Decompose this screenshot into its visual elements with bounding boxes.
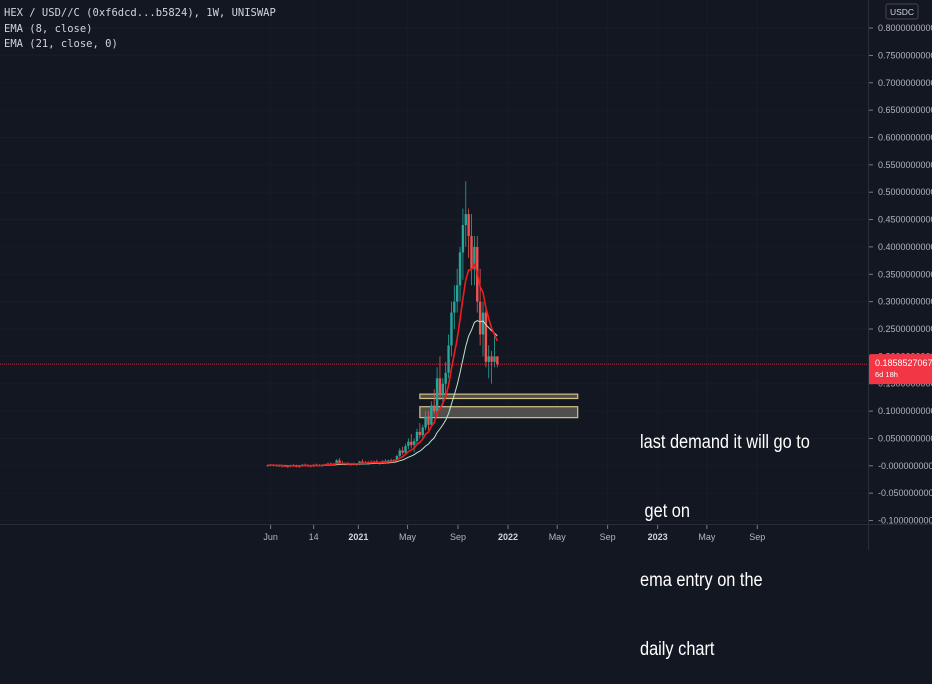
candle-body: [450, 313, 452, 346]
price-tick-label: -0.0500000000: [878, 488, 932, 498]
candle-body: [430, 406, 432, 425]
price-tick-label: 0.2500000000: [878, 324, 932, 334]
candle-body: [338, 460, 340, 463]
candle-body: [467, 214, 469, 236]
price-tick-label: 0.5500000000: [878, 160, 932, 170]
candle-body: [439, 378, 441, 394]
current-price-value: 0.1858527067: [875, 358, 932, 368]
price-tick-label: 0.6500000000: [878, 105, 932, 115]
price-tick-label: 0.0500000000: [878, 433, 932, 443]
price-tick-label: 0.5000000000: [878, 187, 932, 197]
annotation-line: last demand it will go to: [640, 431, 810, 454]
time-tick-label: Jun: [263, 532, 278, 542]
candle-body: [427, 417, 429, 425]
candle-body: [424, 417, 426, 428]
annotation-line: get on: [640, 500, 810, 523]
candle-body: [465, 214, 467, 225]
candle-body: [401, 450, 403, 452]
candle-body: [470, 236, 472, 269]
price-axis[interactable]: USDC 0.8000000000 0.7500000000 0.700000000…: [869, 0, 932, 550]
current-price-label: 0.1858527067 6d 18h: [869, 354, 932, 384]
time-tick-label: Sep: [600, 532, 616, 542]
candle-body: [436, 378, 438, 411]
price-tick-label: 0.8000000000: [878, 23, 932, 33]
candle-body: [433, 406, 435, 411]
demand-zone[interactable]: [420, 394, 578, 398]
time-tick-label: May: [549, 532, 567, 542]
candle-body: [399, 450, 401, 455]
annotation-line: ema entry on the: [640, 569, 810, 592]
candle-body: [404, 446, 406, 453]
text-annotation[interactable]: last demand it will go to get on ema ent…: [640, 385, 810, 684]
price-tick-label: 0.4500000000: [878, 215, 932, 225]
time-tick-label: May: [399, 532, 417, 542]
candle-body: [407, 442, 409, 446]
price-tick-label: 0.4000000000: [878, 242, 932, 252]
candle-body: [410, 442, 412, 445]
demand-zone[interactable]: [420, 407, 578, 418]
time-tick-label: 2022: [498, 532, 518, 542]
ema-short-legend[interactable]: EMA (8, close): [4, 22, 276, 38]
time-tick-label: 2021: [348, 532, 368, 542]
time-tick-label: Sep: [450, 532, 466, 542]
candle-body: [496, 356, 498, 364]
price-tick-label: 0.1000000000: [878, 406, 932, 416]
price-tick-label: 0.3000000000: [878, 297, 932, 307]
annotation-line: daily chart: [640, 638, 810, 661]
candle-body: [479, 302, 481, 335]
candle-body: [442, 384, 444, 395]
symbol-title[interactable]: HEX / USD//C (0xf6dcd...b5824), 1W, UNIS…: [4, 6, 276, 22]
candle-body: [361, 461, 363, 462]
candle-body: [456, 285, 458, 301]
price-tick-label: 0.7000000000: [878, 78, 932, 88]
candle-body: [490, 356, 492, 361]
currency-label: USDC: [890, 7, 914, 17]
candle-body: [416, 432, 418, 441]
candle-body: [419, 432, 421, 435]
candle-body: [459, 252, 461, 285]
candle-body: [462, 225, 464, 252]
candle-body: [413, 441, 415, 445]
candle-body: [422, 427, 424, 435]
price-tick-label: 0.7500000000: [878, 50, 932, 60]
bar-countdown: 6d 18h: [875, 370, 898, 379]
candle-body: [447, 345, 449, 372]
price-tick-label: 0.3500000000: [878, 269, 932, 279]
candle-body: [444, 373, 446, 384]
price-tick-label: 0.6000000000: [878, 132, 932, 142]
candle-body: [488, 356, 490, 361]
time-tick-label: 14: [309, 532, 319, 542]
candle-body: [453, 302, 455, 313]
candle-body: [485, 313, 487, 362]
ema-long-legend[interactable]: EMA (21, close, 0): [4, 37, 276, 53]
candle-body: [482, 313, 484, 335]
chart-legend: HEX / USD//C (0xf6dcd...b5824), 1W, UNIS…: [4, 6, 276, 53]
candle-body: [493, 356, 495, 361]
